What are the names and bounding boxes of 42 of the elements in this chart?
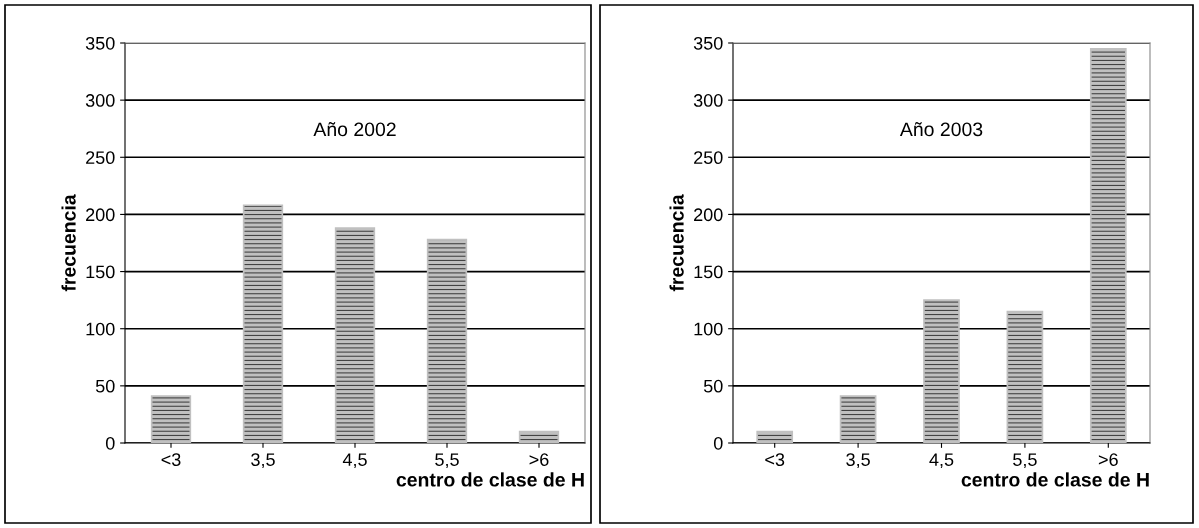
y-tick-label: 50	[95, 379, 115, 393]
annotation: Año 2002	[313, 122, 396, 137]
y-tick-label: 0	[105, 436, 115, 450]
x-tick-label: <3	[765, 453, 785, 466]
x-axis-title: centro de clase de H	[961, 472, 1149, 487]
y-tick-label: 100	[86, 322, 115, 336]
x-tick-label: 5,5	[435, 453, 459, 469]
x-tick-label: 5,5	[1013, 453, 1037, 469]
x-tick-label: 3,5	[251, 453, 275, 469]
bar	[150, 395, 192, 443]
y-tick-label: 250	[694, 151, 723, 165]
y-tick-label: 150	[86, 265, 115, 279]
y-tick-label: 300	[85, 94, 115, 107]
y-tick-label: 300	[693, 94, 723, 107]
x-tick-label: >6	[529, 453, 549, 466]
y-tick-label: 0	[713, 436, 723, 450]
x-tick-label: <3	[161, 453, 181, 466]
bar	[839, 395, 877, 443]
bar	[334, 227, 376, 443]
y-tick-label: 250	[86, 151, 115, 165]
y-tick-label: 100	[694, 322, 723, 336]
bar	[242, 204, 284, 443]
x-tick-label: 4,5	[342, 453, 367, 469]
bar	[1006, 310, 1044, 443]
y-tick-label: 200	[694, 208, 723, 222]
y-tick-label: 50	[703, 379, 723, 393]
bar	[756, 430, 794, 443]
x-tick-label: 3,5	[846, 453, 870, 469]
bar	[518, 430, 560, 443]
bar	[1089, 47, 1127, 443]
y-tick-label: 200	[86, 208, 115, 222]
y-tick-label: 350	[693, 36, 723, 50]
y-tick-label: 150	[694, 265, 723, 279]
bar	[923, 299, 960, 443]
bar	[426, 238, 468, 443]
x-tick-label: 4,5	[929, 453, 954, 469]
annotation: Año 2003	[899, 122, 983, 137]
y-tick-label: 350	[85, 36, 115, 50]
y-axis-title: frecuencia	[669, 194, 684, 292]
x-tick-label: >6	[1098, 453, 1118, 466]
x-axis-title: centro de clase de H	[396, 472, 584, 487]
y-axis-title: frecuencia	[61, 194, 76, 292]
